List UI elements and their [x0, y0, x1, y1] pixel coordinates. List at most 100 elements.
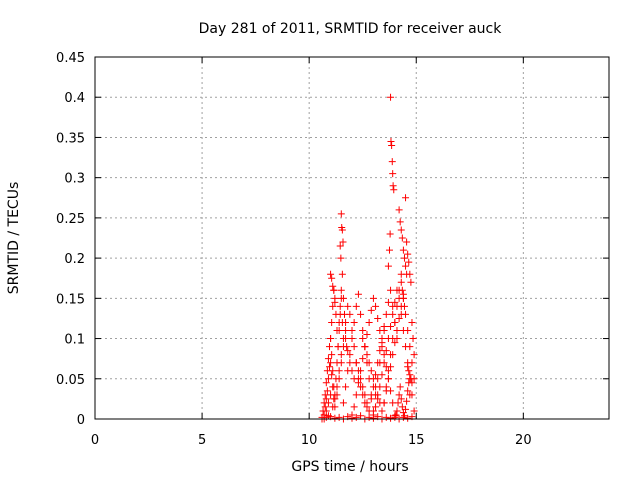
data-point — [327, 270, 335, 278]
y-tick-label: 0.35 — [56, 131, 85, 146]
data-point — [328, 318, 336, 326]
data-point — [407, 375, 415, 383]
data-point — [327, 359, 335, 367]
data-point — [405, 367, 413, 375]
data-point — [397, 278, 405, 286]
data-point — [352, 391, 360, 399]
data-point — [354, 290, 362, 298]
data-point — [391, 339, 399, 347]
data-point — [336, 302, 344, 310]
data-point — [342, 327, 350, 335]
data-point — [357, 375, 365, 383]
data-point — [384, 262, 392, 270]
data-points — [318, 93, 418, 423]
data-point — [331, 298, 339, 306]
data-point — [399, 294, 407, 302]
data-point — [346, 359, 354, 367]
data-point — [365, 407, 373, 415]
data-point — [344, 302, 352, 310]
data-point — [389, 182, 397, 190]
data-point — [407, 278, 415, 286]
data-point — [337, 359, 345, 367]
data-point — [391, 412, 399, 420]
data-point — [339, 294, 347, 302]
data-point — [389, 335, 397, 343]
data-point — [382, 413, 390, 421]
data-point — [350, 318, 358, 326]
data-point — [337, 286, 345, 294]
axis-ticks: 0 0.05 0.1 0.15 0.2 0.25 0.3 0.35 0.4 0.45 0 5 10 15 2… — [56, 51, 609, 448]
data-point — [337, 210, 345, 218]
data-point — [333, 391, 341, 399]
data-point — [380, 351, 388, 359]
data-point — [327, 391, 335, 399]
x-axis-label: GPS time / hours — [291, 459, 408, 475]
data-point — [387, 286, 395, 294]
data-point — [359, 383, 367, 391]
data-point — [389, 310, 397, 318]
y-tick-label: 0.05 — [56, 373, 85, 388]
data-point — [376, 383, 384, 391]
x-tick-label: 5 — [198, 433, 206, 448]
data-point — [363, 399, 371, 407]
data-point — [385, 246, 393, 254]
data-point — [336, 242, 344, 250]
data-point — [357, 412, 365, 420]
data-point — [380, 322, 388, 330]
data-point — [387, 93, 395, 101]
data-point — [406, 391, 414, 399]
data-point — [380, 399, 388, 407]
data-point — [359, 355, 367, 363]
data-point — [402, 310, 410, 318]
data-point — [390, 186, 398, 194]
data-point — [342, 318, 350, 326]
data-point — [406, 270, 414, 278]
data-point — [322, 407, 330, 415]
data-point — [357, 310, 365, 318]
data-point — [378, 335, 386, 343]
x-tick-label: 15 — [408, 433, 425, 448]
data-point — [361, 391, 369, 399]
data-point — [374, 359, 382, 367]
x-tick-label: 20 — [515, 433, 532, 448]
data-point — [404, 250, 412, 258]
data-point — [339, 335, 347, 343]
data-point — [367, 395, 375, 403]
data-point — [323, 387, 331, 395]
data-point — [365, 359, 373, 367]
data-point — [334, 343, 342, 351]
y-tick-label: 0.45 — [56, 51, 85, 66]
data-point — [384, 375, 392, 383]
data-point — [367, 367, 375, 375]
data-point — [369, 375, 377, 383]
data-point — [350, 403, 358, 411]
data-point — [382, 383, 390, 391]
data-point — [394, 399, 402, 407]
data-point — [330, 286, 338, 294]
data-point — [338, 270, 346, 278]
grid-lines — [95, 57, 609, 419]
data-point — [329, 403, 337, 411]
data-point — [397, 226, 405, 234]
data-point — [406, 371, 414, 379]
data-point — [374, 314, 382, 322]
data-point — [372, 371, 380, 379]
data-point — [402, 194, 410, 202]
data-point — [387, 351, 395, 359]
chart-title: Day 281 of 2011, SRMTID for receiver auc… — [199, 21, 503, 37]
data-point — [346, 351, 354, 359]
data-point — [409, 335, 417, 343]
data-point — [397, 395, 405, 403]
data-point — [403, 397, 411, 405]
data-point — [363, 351, 371, 359]
data-point — [348, 414, 356, 422]
data-point — [331, 395, 339, 403]
data-point — [329, 302, 337, 310]
data-point — [322, 379, 330, 387]
data-point — [324, 355, 332, 363]
data-point — [392, 411, 400, 419]
data-point — [384, 367, 392, 375]
data-point — [404, 414, 412, 422]
data-point — [387, 322, 395, 330]
data-point — [378, 407, 386, 415]
